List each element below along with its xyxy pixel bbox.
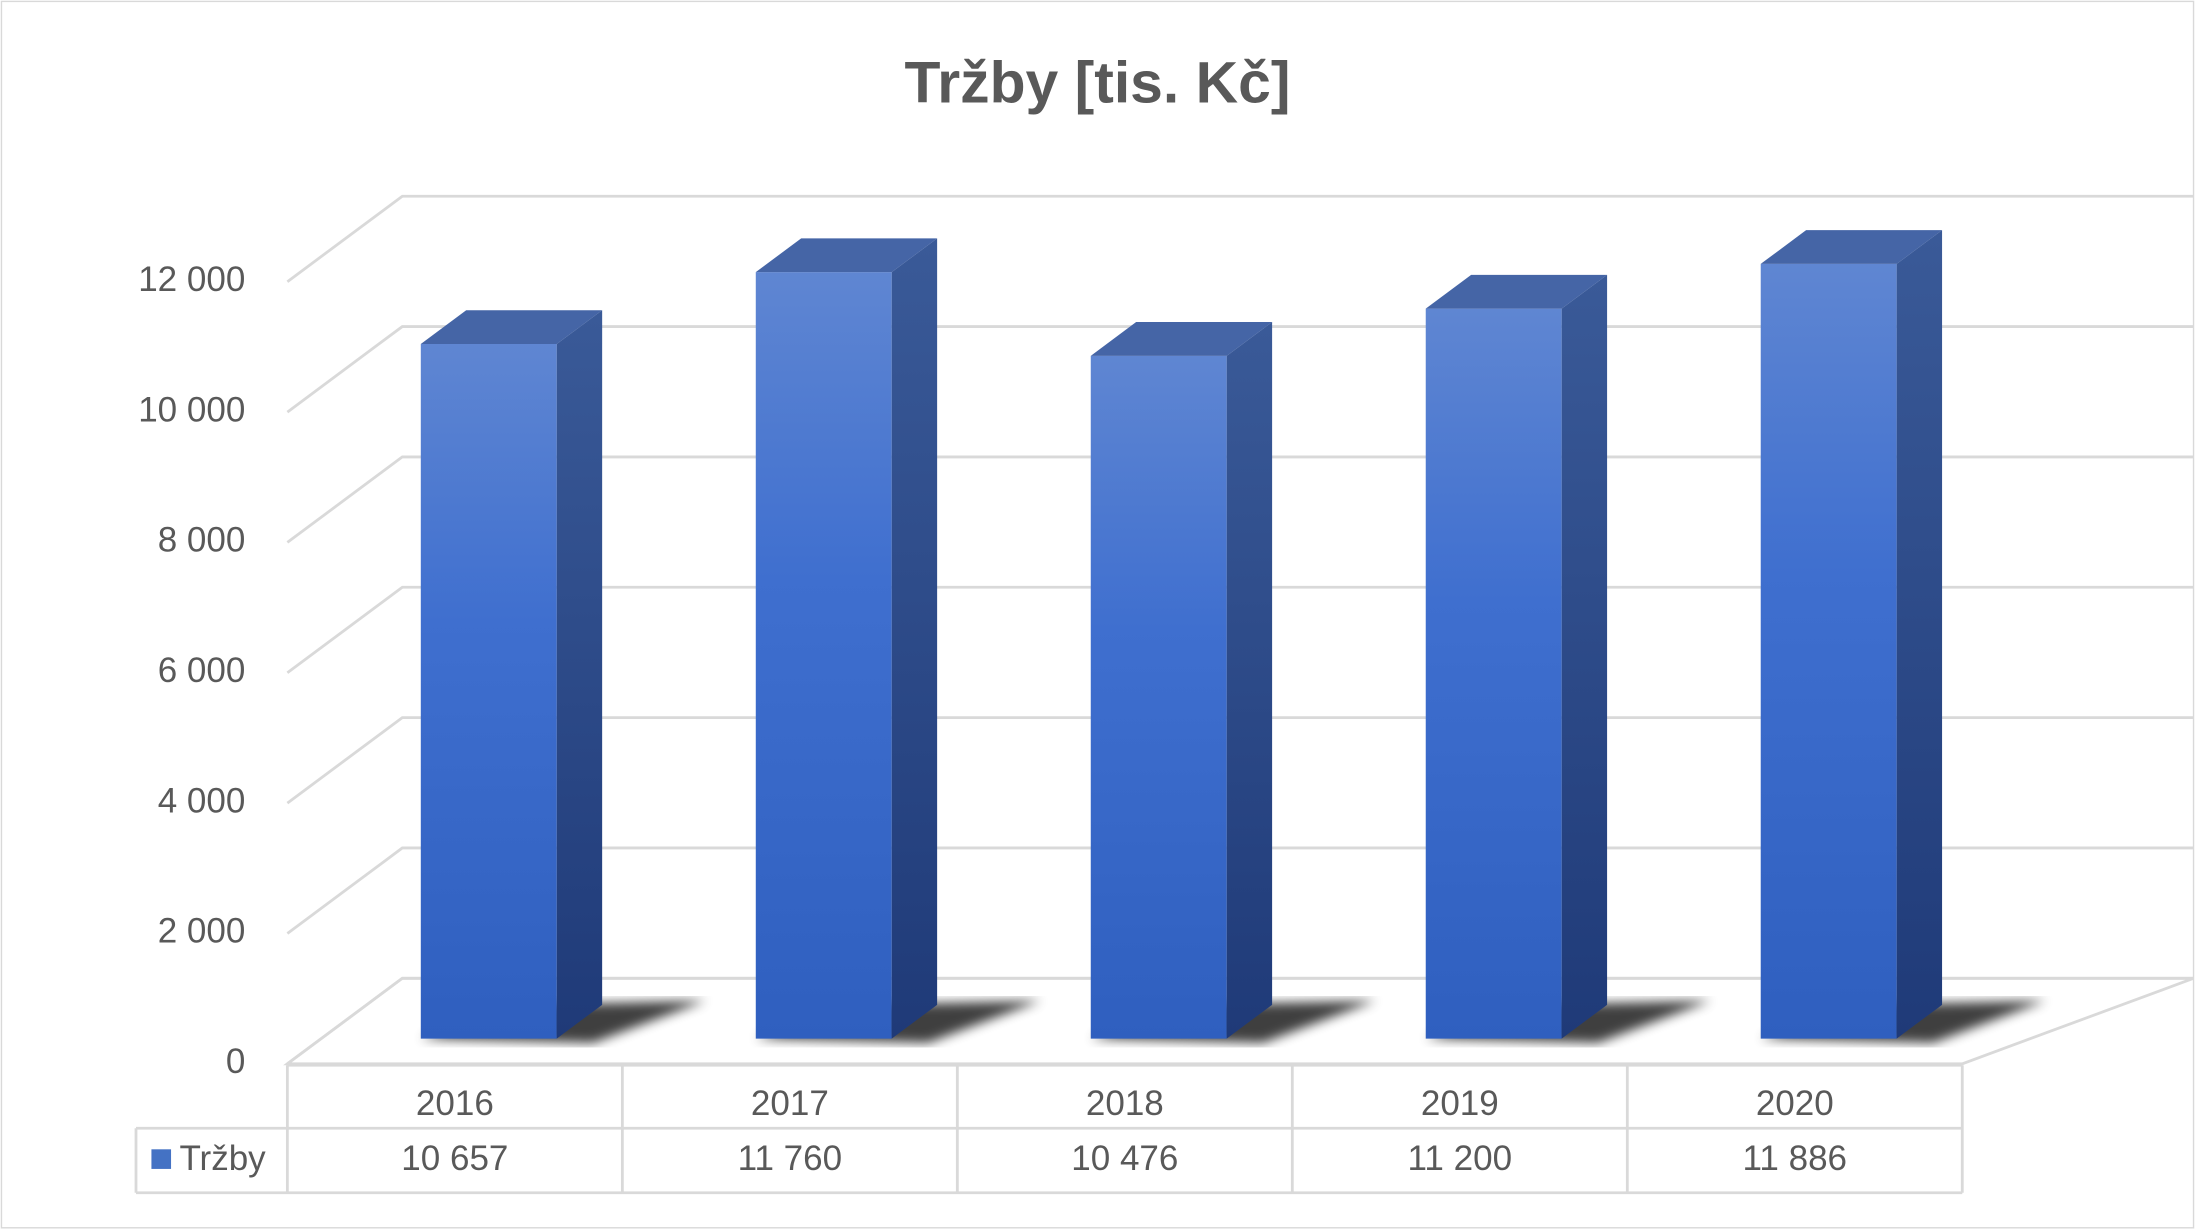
legend-label: Tržby (179, 1139, 266, 1178)
bar-top (420, 310, 603, 345)
x-tick-label: 2020 (1756, 1084, 1834, 1123)
bar-top (1760, 230, 1943, 264)
bars (420, 230, 2046, 1043)
x-tick-label: 2018 (1086, 1084, 1164, 1123)
y-tick-label: 2 000 (158, 912, 246, 951)
table-value: 10 657 (401, 1139, 508, 1178)
bar-side (1896, 230, 1943, 1039)
table-value: 11 760 (738, 1139, 843, 1178)
bar-top (755, 238, 938, 273)
y-tick-label: 12 000 (138, 260, 245, 299)
bar-front (420, 344, 557, 1039)
bar-front (1090, 355, 1227, 1039)
bar-front (1760, 263, 1897, 1039)
x-tick-label: 2016 (416, 1084, 494, 1123)
grid-line (286, 194, 2194, 283)
table-value: 11 886 (1743, 1139, 1848, 1178)
chart-title: Tržby [tis. Kč] (905, 50, 1291, 115)
bar-side (1561, 274, 1608, 1039)
bar-front (755, 272, 892, 1039)
table-value: 11 200 (1408, 1139, 1513, 1178)
bar-side (891, 238, 938, 1039)
bar-side (556, 310, 603, 1039)
table-value: 10 476 (1071, 1139, 1178, 1178)
y-tick-label: 8 000 (158, 521, 246, 560)
y-tick-label: 0 (226, 1042, 245, 1081)
bar-front (1425, 308, 1562, 1039)
bar-top (1425, 274, 1608, 309)
x-tick-label: 2019 (1421, 1084, 1499, 1123)
data-table: Tržby 2016 10 657 2017 11 760 2018 10 476 2019 1… (134, 1063, 1964, 1195)
bar-side (1226, 322, 1273, 1039)
y-tick-label: 6 000 (158, 651, 246, 690)
x-tick-label: 2017 (751, 1084, 829, 1123)
bar-top (1090, 322, 1273, 356)
legend-key (151, 1149, 172, 1169)
y-tick-label: 4 000 (158, 781, 246, 820)
y-tick-label: 10 000 (138, 390, 245, 429)
